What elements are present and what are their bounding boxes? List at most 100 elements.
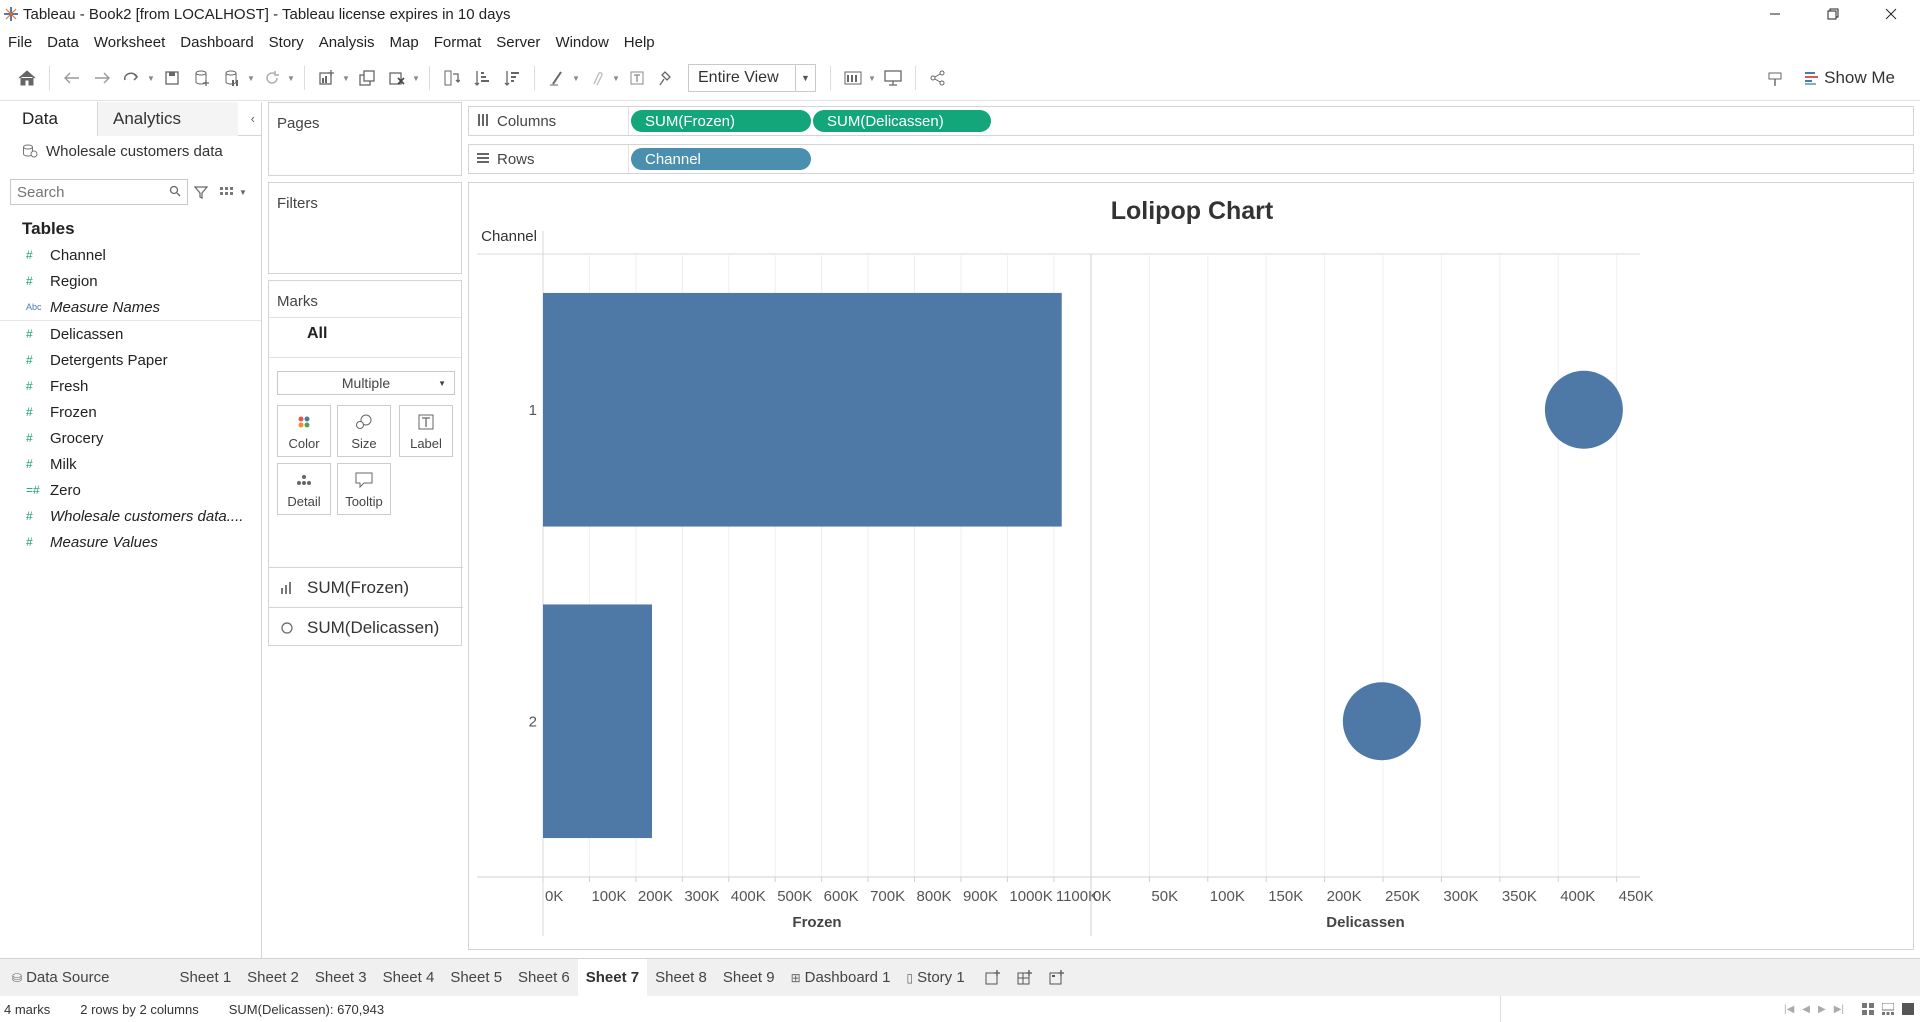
tab-data-source[interactable]: ⛁ Data Source — [4, 959, 117, 997]
field-measure-values[interactable]: # Measure Values — [26, 533, 158, 551]
columns-shelf[interactable]: Columns SUM(Frozen) SUM(Delicassen) — [468, 106, 1914, 136]
menu-help[interactable]: Help — [623, 33, 655, 51]
swap-rows-columns-icon[interactable] — [437, 63, 467, 93]
save-icon[interactable] — [157, 63, 187, 93]
menu-story[interactable]: Story — [268, 33, 304, 51]
datasource-item[interactable]: Wholesale customers data — [0, 136, 261, 166]
field-channel[interactable]: # Channel — [26, 246, 106, 264]
share-icon[interactable] — [923, 63, 953, 93]
tabs-view-icon[interactable] — [1902, 1003, 1914, 1015]
pill-sum-delicassen[interactable]: SUM(Delicassen) — [813, 110, 991, 132]
last-page-icon[interactable]: ▶| — [1833, 1003, 1844, 1015]
field-frozen[interactable]: # Frozen — [26, 403, 97, 421]
field-region[interactable]: # Region — [26, 272, 98, 290]
search-icon[interactable] — [169, 184, 181, 200]
close-button[interactable] — [1862, 0, 1920, 28]
chevron-down-icon[interactable]: ▼ — [342, 73, 350, 83]
chevron-down-icon[interactable]: ▼ — [868, 73, 876, 83]
tab-analytics[interactable]: Analytics — [98, 102, 238, 136]
chevron-down-icon[interactable]: ▼ — [612, 73, 620, 83]
new-story-icon[interactable] — [1041, 959, 1073, 997]
filmstrip-icon[interactable] — [1882, 1003, 1894, 1015]
menu-map[interactable]: Map — [389, 33, 419, 51]
tab-sheet-6[interactable]: Sheet 6 — [510, 959, 578, 997]
next-page-icon[interactable]: ▶ — [1818, 1003, 1826, 1015]
chevron-down-icon[interactable]: ▼ — [247, 73, 255, 83]
filters-card[interactable]: Filters — [268, 182, 462, 274]
tab-sheet-2[interactable]: Sheet 2 — [239, 959, 307, 997]
rows-shelf[interactable]: Rows Channel — [468, 144, 1914, 174]
tab-sheet-7[interactable]: Sheet 7 — [577, 958, 648, 997]
tab-sheet-9[interactable]: Sheet 9 — [715, 959, 783, 997]
label-button[interactable]: Label — [399, 405, 453, 457]
chevron-down-icon[interactable]: ▼ — [147, 73, 155, 83]
clear-sheet-icon[interactable] — [382, 63, 412, 93]
menu-analysis[interactable]: Analysis — [318, 33, 375, 51]
menu-file[interactable]: File — [8, 33, 33, 51]
chevron-left-icon[interactable]: ‹ — [250, 111, 255, 126]
pill-sum-frozen[interactable]: SUM(Frozen) — [631, 110, 811, 132]
chevron-down-icon[interactable]: ▼ — [572, 73, 580, 83]
show-me-button[interactable]: Show Me — [1805, 64, 1895, 92]
new-dashboard-icon[interactable] — [1009, 959, 1041, 997]
view-options-icon[interactable]: ▼ — [220, 187, 247, 197]
show-mark-labels-icon[interactable] — [622, 63, 652, 93]
chevron-down-icon[interactable]: ▼ — [287, 73, 295, 83]
fix-axes-icon[interactable] — [652, 63, 682, 93]
undo-icon[interactable] — [57, 63, 87, 93]
new-worksheet-icon[interactable] — [977, 959, 1009, 997]
tab-data[interactable]: Data — [0, 102, 98, 136]
sort-ascending-icon[interactable] — [467, 63, 497, 93]
search-field[interactable] — [10, 179, 188, 205]
refresh-icon[interactable] — [257, 63, 287, 93]
marks-layer-sum-delicassen[interactable]: SUM(Delicassen) — [269, 607, 463, 647]
lollipop-chart[interactable]: Channel 0K 100K 200K 300K 400K 500K 600K 700K 800… — [469, 183, 1913, 949]
group-members-icon[interactable] — [582, 63, 612, 93]
highlight-icon[interactable] — [542, 63, 572, 93]
menu-window[interactable]: Window — [555, 33, 609, 51]
mark-type-select[interactable]: Multiple ▼ — [277, 371, 455, 395]
fit-select[interactable]: Entire View ▼ — [688, 64, 816, 92]
field-delicassen[interactable]: # Delicassen — [26, 325, 124, 343]
tab-sheet-5[interactable]: Sheet 5 — [442, 959, 510, 997]
detail-button[interactable]: Detail — [277, 463, 331, 515]
tab-sheet-1[interactable]: Sheet 1 — [171, 959, 239, 997]
field-measure-names[interactable]: Abc Measure Names — [26, 298, 161, 316]
tab-sheet-3[interactable]: Sheet 3 — [307, 959, 375, 997]
marks-layer-sum-frozen[interactable]: SUM(Frozen) — [269, 567, 463, 607]
tab-story-1[interactable]: ▯ Story 1 — [899, 959, 973, 997]
minimize-button[interactable] — [1746, 0, 1804, 28]
duplicate-sheet-icon[interactable] — [352, 63, 382, 93]
tab-sheet-8[interactable]: Sheet 8 — [647, 959, 715, 997]
home-icon[interactable] — [12, 63, 42, 93]
field-zero[interactable]: =# Zero — [26, 481, 81, 499]
tab-dashboard-1[interactable]: ⊞ Dashboard 1 — [783, 959, 899, 997]
first-page-icon[interactable]: |◀ — [1784, 1003, 1795, 1015]
menu-dashboard[interactable]: Dashboard — [180, 33, 254, 51]
show-hide-cards-icon[interactable] — [838, 63, 868, 93]
new-worksheet-icon[interactable] — [312, 63, 342, 93]
chevron-down-icon[interactable]: ▼ — [412, 73, 420, 83]
restore-button[interactable] — [1804, 0, 1862, 28]
size-button[interactable]: Size — [337, 405, 391, 457]
viz-area[interactable]: Lolipop Chart Channel 0K 100K 200K 300K 400K 5… — [468, 182, 1914, 950]
field-record-count[interactable]: # Wholesale customers data.... — [26, 507, 244, 525]
redo-icon[interactable] — [87, 63, 117, 93]
search-input[interactable] — [17, 183, 157, 201]
menu-data[interactable]: Data — [47, 33, 79, 51]
pill-channel[interactable]: Channel — [631, 148, 811, 170]
sheet-sorter-icon[interactable] — [1862, 1003, 1874, 1015]
filter-icon[interactable] — [194, 185, 208, 199]
presentation-mode-icon[interactable] — [878, 63, 908, 93]
previous-page-icon[interactable]: ◀ — [1802, 1003, 1810, 1015]
new-datasource-icon[interactable] — [187, 63, 217, 93]
marks-all-label[interactable]: All — [307, 325, 328, 342]
tooltip-button[interactable]: Tooltip — [337, 463, 391, 515]
pin-icon[interactable] — [1760, 64, 1790, 94]
field-grocery[interactable]: # Grocery — [26, 429, 104, 447]
tab-sheet-4[interactable]: Sheet 4 — [375, 959, 443, 997]
field-milk[interactable]: # Milk — [26, 455, 77, 473]
pages-card[interactable]: Pages — [268, 102, 462, 176]
menu-format[interactable]: Format — [433, 33, 482, 51]
menu-server[interactable]: Server — [496, 33, 541, 51]
